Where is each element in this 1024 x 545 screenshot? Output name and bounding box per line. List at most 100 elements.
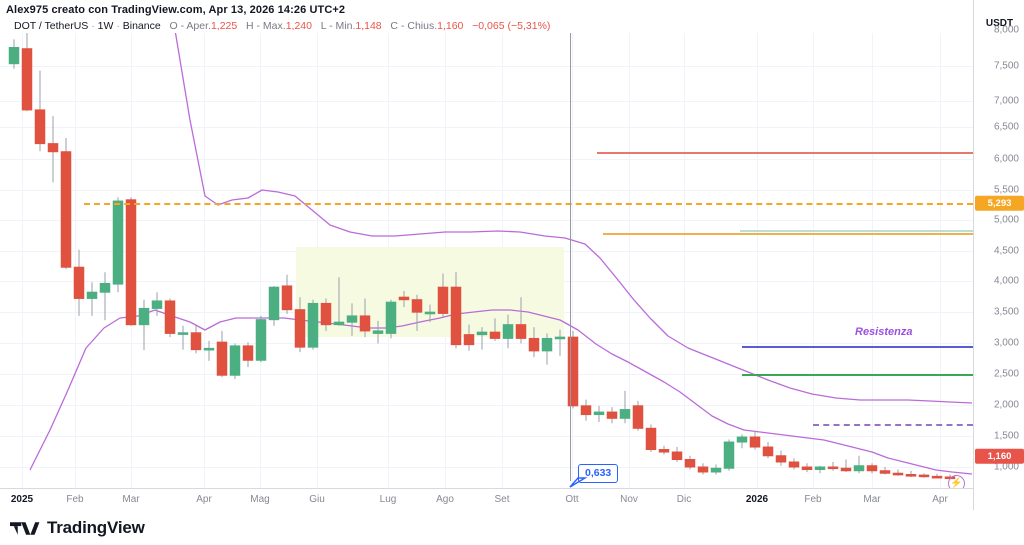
candlestick — [229, 343, 241, 379]
candlestick — [281, 274, 293, 315]
candlestick — [268, 285, 280, 326]
time-tick-label: Feb — [66, 494, 84, 505]
gridline-vertical — [813, 33, 814, 488]
candlestick — [47, 116, 59, 183]
candlestick — [333, 277, 345, 326]
legend-high-value: 1,240 — [285, 20, 312, 32]
price-axis[interactable]: USDT 8,000 7,500 7,000 6,500 6,000 5,500 5,000… — [973, 0, 1024, 488]
gridline-vertical — [22, 33, 23, 488]
legend-low-value: 1,148 — [355, 20, 382, 32]
resistance-label[interactable]: Resistenza — [855, 326, 913, 338]
candlestick — [710, 464, 722, 475]
candlestick — [684, 455, 696, 470]
price-axis-currency: USDT — [985, 18, 1014, 29]
candlestick — [450, 272, 462, 349]
orange-solid-level[interactable] — [603, 233, 973, 235]
gridline-vertical — [872, 33, 873, 488]
value-bubble[interactable]: 0,633 — [578, 464, 619, 483]
candlestick — [827, 462, 839, 471]
price-tick-label: 1,000 — [993, 461, 1019, 473]
price-tick-label: 4,000 — [993, 275, 1019, 287]
candlestick — [593, 405, 605, 423]
legend-sep-2: · — [116, 20, 120, 32]
last-price-badge[interactable]: 1,160 — [975, 448, 1024, 464]
candlestick — [853, 455, 865, 474]
price-tick-label: 5,000 — [993, 214, 1019, 226]
red-resistance-line[interactable] — [597, 152, 973, 154]
time-tick-label: Lug — [379, 494, 397, 505]
candlestick — [840, 459, 852, 472]
tradingview-logo-mark — [10, 521, 40, 535]
legend-interval[interactable]: 1W — [97, 20, 114, 32]
upper-band — [174, 33, 973, 404]
legend-exchange[interactable]: Binance — [122, 20, 161, 32]
legend-change-abs: −0,065 — [472, 20, 505, 32]
blue-resistance-line[interactable] — [742, 346, 973, 348]
candlestick — [60, 138, 72, 270]
gridline-horizontal — [0, 220, 973, 221]
candlestick — [892, 469, 904, 476]
gridline-horizontal — [0, 405, 973, 406]
gridline-horizontal — [0, 190, 973, 191]
gridline-horizontal — [0, 66, 973, 67]
candlestick — [99, 272, 111, 321]
candlestick — [580, 399, 592, 421]
candlestick — [645, 424, 657, 453]
gridline-horizontal — [0, 374, 973, 375]
candlestick — [151, 292, 163, 316]
gridline-vertical — [629, 33, 630, 488]
time-tick-label: Apr — [196, 494, 212, 505]
candlestick — [73, 249, 85, 316]
candlestick — [762, 442, 774, 459]
gridline-horizontal — [0, 159, 973, 160]
candlestick — [619, 390, 631, 424]
time-axis[interactable]: 2025 Feb Mar Apr Mag Giu Lug Ago Set Ott Nov Dic 202… — [0, 488, 1024, 510]
time-tick-label: Dic — [676, 494, 692, 505]
price-tick-label: 7,000 — [993, 95, 1019, 107]
candlestick — [424, 304, 436, 323]
candlestick — [190, 325, 202, 354]
candlestick — [177, 325, 189, 350]
candlestick — [34, 70, 46, 152]
purple-dashed-level[interactable] — [813, 424, 973, 426]
candlestick — [866, 463, 878, 474]
gridline-vertical — [572, 33, 573, 488]
axis-corner — [973, 488, 1024, 510]
gridline-horizontal — [0, 436, 973, 437]
orange-dashed-level[interactable] — [84, 203, 973, 205]
gridline-vertical — [75, 33, 76, 488]
candlestick — [21, 33, 33, 112]
candlestick — [502, 314, 514, 349]
candlestick — [489, 318, 501, 341]
candlestick — [567, 330, 579, 409]
price-tick-label: 3,000 — [993, 337, 1019, 349]
gridline-vertical — [757, 33, 758, 488]
teal-level-line[interactable] — [740, 230, 973, 232]
vertical-crosshair-line — [570, 33, 571, 481]
candlestick — [164, 298, 176, 338]
gridline-vertical — [260, 33, 261, 488]
candlestick — [294, 297, 306, 353]
legend-sep-1: · — [91, 20, 95, 32]
time-tick-label: Mag — [250, 494, 270, 505]
tradingview-logo[interactable]: TradingView — [10, 518, 145, 538]
time-tick-label: Giu — [309, 494, 325, 505]
legend-symbol[interactable]: DOT / TetherUS — [14, 20, 89, 32]
price-tick-label: 6,500 — [993, 121, 1019, 133]
candlestick — [554, 329, 566, 356]
gridline-horizontal — [0, 467, 973, 468]
legend-close-name: Chius. — [407, 20, 438, 32]
time-tick-label: Feb — [804, 494, 822, 505]
legend-change-pct: (−5,31%) — [507, 20, 551, 32]
chart-pane[interactable]: Resistenza 0,633 ⚡ — [0, 33, 973, 488]
candlestick — [320, 298, 332, 331]
orange-level-badge[interactable]: 5,293 — [975, 195, 1024, 211]
candlestick — [775, 450, 787, 466]
candlestick — [346, 303, 358, 336]
legend-close-value: 1,160 — [437, 20, 464, 32]
green-support-line[interactable] — [742, 374, 973, 376]
realtime-flash-icon[interactable]: ⚡ — [948, 475, 965, 488]
tradingview-logo-text: TradingView — [47, 518, 145, 537]
candlestick — [476, 327, 488, 350]
candlestick — [918, 473, 930, 478]
